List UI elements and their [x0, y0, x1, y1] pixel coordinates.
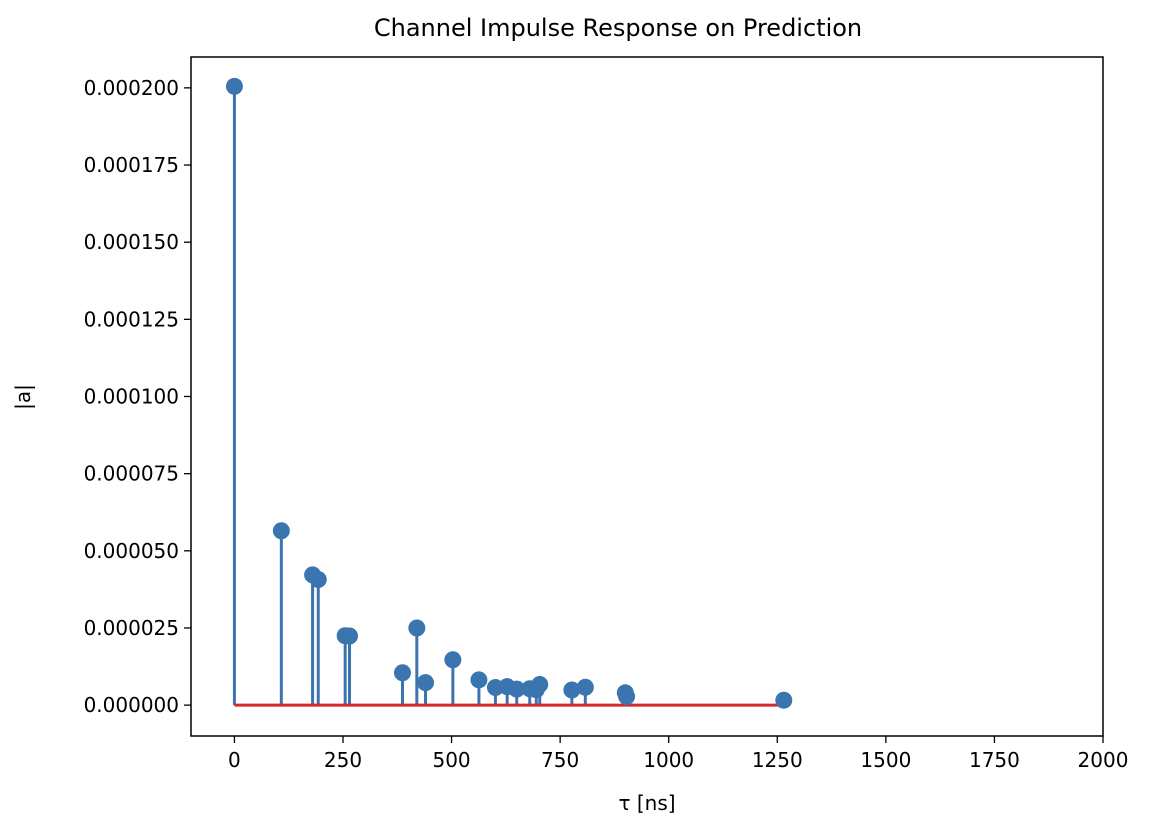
stem-marker — [531, 675, 549, 693]
plot-area — [225, 77, 793, 709]
plot-frame — [190, 56, 1104, 737]
chart-title: Channel Impulse Response on Prediction — [374, 14, 862, 42]
y-tick-label: 0.000200 — [84, 76, 179, 100]
y-tick-label: 0.000175 — [84, 153, 179, 177]
y-tick-label: 0.000075 — [84, 462, 179, 486]
x-tick-label: 750 — [541, 748, 579, 772]
y-axis-label: |a| — [11, 384, 35, 410]
x-tick-label: 1750 — [969, 748, 1020, 772]
x-tick-label: 0 — [228, 748, 241, 772]
x-tick-label: 1000 — [643, 748, 694, 772]
stem-marker — [341, 627, 359, 645]
stem-marker — [508, 680, 526, 698]
y-tick-label: 0.000125 — [84, 307, 179, 331]
stem-marker — [393, 664, 411, 682]
x-tick-label: 500 — [432, 748, 470, 772]
x-axis-label: τ [ns] — [618, 791, 675, 815]
stem-marker — [775, 691, 793, 709]
x-tick-label: 1250 — [752, 748, 803, 772]
y-tick-label: 0.000000 — [84, 693, 179, 717]
axis-ticks: 0 250 500 750 1000 1250 1500 1750 2000 0.000000 0.… — [84, 76, 1129, 772]
stem-marker — [408, 619, 426, 637]
stem-marker — [470, 671, 488, 689]
y-tick-label: 0.000025 — [84, 616, 179, 640]
stem-marker — [563, 681, 581, 699]
stem-marker — [272, 522, 290, 540]
x-tick-label: 250 — [324, 748, 362, 772]
x-tick-label: 2000 — [1078, 748, 1129, 772]
stem-marker — [444, 651, 462, 669]
y-tick-label: 0.000150 — [84, 230, 179, 254]
stem-marker — [618, 687, 636, 705]
stem-marker — [576, 678, 594, 696]
x-tick-label: 1500 — [860, 748, 911, 772]
y-tick-label: 0.000100 — [84, 385, 179, 409]
y-tick-label: 0.000050 — [84, 539, 179, 563]
stem-marker — [417, 674, 435, 692]
stem-marker — [309, 571, 327, 589]
stem-marker — [225, 77, 243, 95]
